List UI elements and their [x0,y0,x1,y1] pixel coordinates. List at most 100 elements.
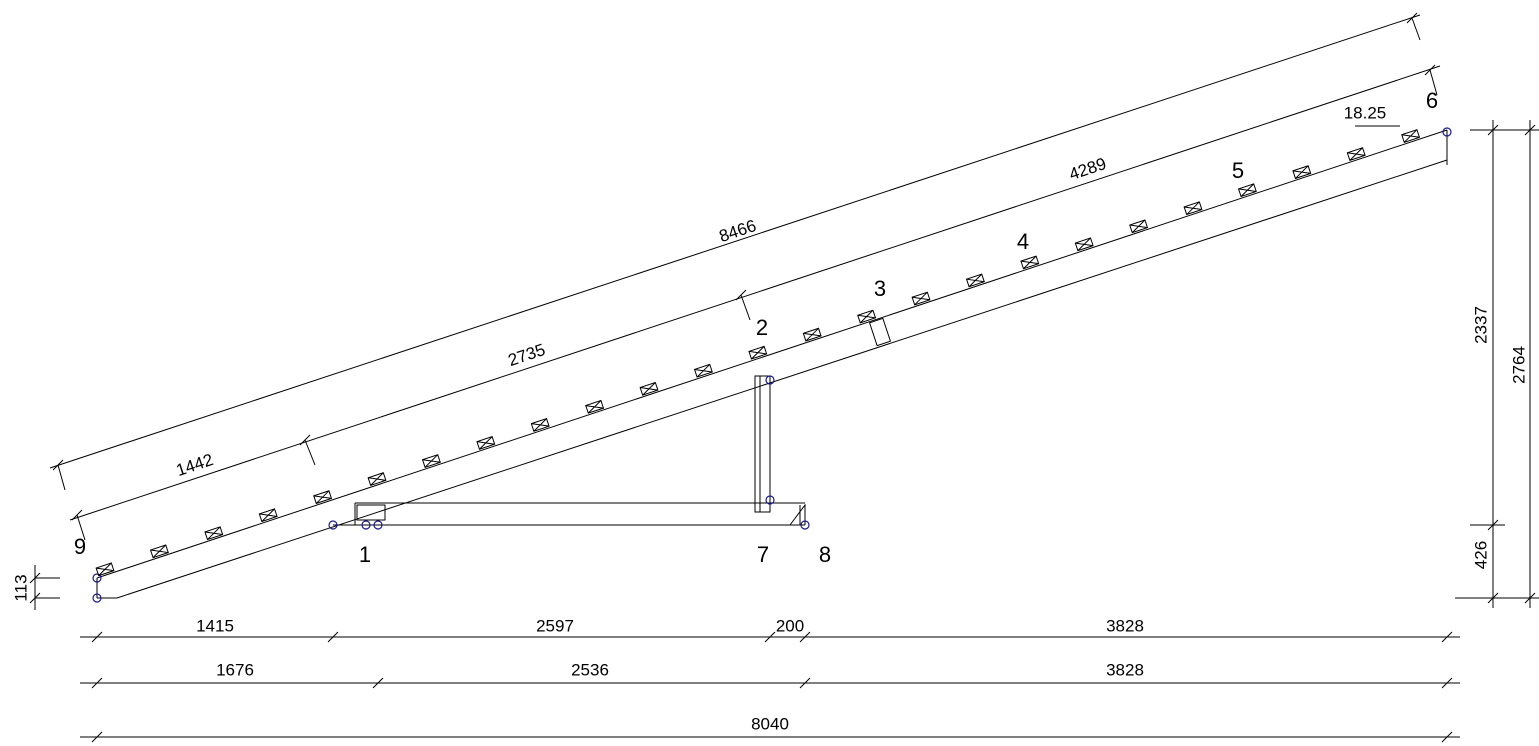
batten [258,508,278,523]
ext-line [1429,69,1438,96]
batten [1020,255,1039,270]
batten [476,436,495,450]
dimension-label: 1415 [196,616,234,635]
batten [857,309,877,324]
batten [96,562,114,577]
dimension-label: 1442 [174,450,216,480]
batten [857,309,876,324]
node-label: 8 [819,542,831,567]
dimension-label: 2536 [571,660,609,679]
dim-line [69,65,1441,521]
dim-tick [29,592,41,604]
batten [1184,201,1202,215]
batten [204,526,224,541]
batten [1292,165,1312,180]
batten [422,454,441,468]
bearing [356,504,386,521]
batten [639,381,659,396]
batten [1347,147,1366,161]
node [373,520,383,530]
batten [693,363,713,378]
batten [259,508,278,522]
batten [694,364,713,378]
batten [585,400,604,414]
batten [803,327,822,342]
connector [868,317,892,347]
node [361,520,371,530]
node [92,573,102,583]
batten [313,490,333,505]
dim-tick [799,677,811,689]
dim-tick [764,631,776,643]
batten [1237,183,1257,198]
node-label: 6 [1426,88,1438,113]
node [765,495,775,505]
dim-tick [372,677,384,689]
batten [1401,129,1421,143]
ext-line [1411,17,1421,41]
dim-tick [29,572,41,584]
node-label: 3 [874,276,886,301]
batten [313,490,332,504]
batten [912,291,930,306]
node-label: 2 [756,315,768,340]
dim-tick [1524,592,1536,604]
dim-tick [91,631,103,643]
batten [1346,147,1366,162]
dimension-label: 8466 [717,216,759,246]
dim-tick [1441,631,1453,643]
dimension-label: 4289 [1067,154,1109,184]
batten [1292,165,1311,179]
batten [1129,219,1148,233]
dim-tick [1487,124,1499,136]
batten [585,399,605,414]
node-label: 5 [1232,158,1244,183]
structure [92,127,1452,603]
batten [1074,237,1094,252]
dim-tick [799,631,811,643]
dimension-label: 8040 [751,714,789,733]
dimension-label: 113 [11,574,30,601]
node-label: 9 [74,534,86,559]
batten [150,544,169,558]
dimension-lines [34,14,1539,738]
batten [421,454,441,468]
dimension-label: 2764 [1509,346,1528,384]
node-label: 1 [359,542,371,567]
node-label: 7 [757,542,769,567]
batten [1183,201,1203,216]
rafter-top [96,129,1448,579]
ext-line [304,439,316,466]
batten [476,436,496,450]
ext-line [57,464,66,491]
dimension-label: 1676 [216,660,254,679]
batten [640,382,658,396]
dim-tick [1487,519,1499,531]
node [328,520,338,530]
dim-tick [1441,731,1453,743]
dimension-label: 2597 [536,616,574,635]
support [789,503,806,526]
batten [204,526,223,540]
batten [1401,129,1420,143]
batten [531,418,550,432]
dim-tick [327,631,339,643]
batten [1238,183,1257,197]
node [800,520,810,530]
ext-line [76,514,86,541]
batten [149,544,169,559]
batten [748,345,768,360]
batten [1075,237,1094,252]
dimension-label: 2735 [506,340,548,370]
dimension-label: 426 [1471,541,1490,569]
dimension-label: 3828 [1106,616,1144,635]
ext-line [740,294,751,321]
batten [965,273,985,288]
node [1442,127,1452,137]
batten [1020,255,1040,270]
batten [966,273,985,288]
dimension-label: 3828 [1106,660,1144,679]
batten [95,562,115,577]
